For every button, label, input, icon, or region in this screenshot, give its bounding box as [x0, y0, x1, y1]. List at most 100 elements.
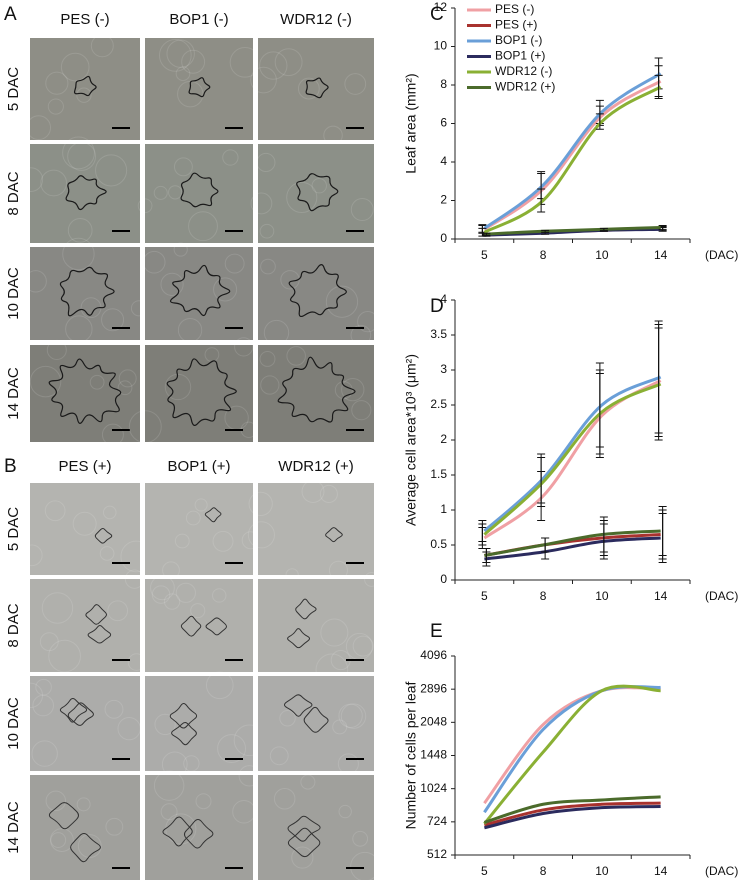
row-label: 10 DAC: [5, 697, 22, 750]
cell-outline: [288, 264, 347, 318]
cell-texture: [150, 575, 175, 601]
panel-label: E: [430, 621, 443, 642]
cell-outline: [204, 507, 222, 523]
y-tick-label: 1.5: [430, 467, 447, 481]
cell-outline: [67, 702, 94, 726]
cell-texture: [250, 66, 277, 94]
panel-label: A: [4, 4, 17, 25]
cell-texture: [29, 365, 62, 398]
series-line: [484, 225, 661, 236]
x-tick-label: 8: [540, 864, 547, 878]
cell-texture: [49, 828, 74, 852]
cell-texture: [105, 817, 124, 836]
micrograph-tile: [258, 38, 374, 140]
cell-texture: [76, 797, 91, 812]
cell-texture: [72, 511, 97, 536]
cell-texture: [273, 787, 296, 810]
micrograph-tile: [30, 775, 140, 880]
y-tick-label: 0: [440, 231, 447, 245]
micrograph-tile: [145, 247, 253, 340]
cell-texture: [77, 834, 102, 858]
cell-texture: [350, 198, 374, 222]
legend-label: BOP1 (+): [495, 49, 545, 63]
x-axis-label: (DAC): [705, 864, 738, 878]
cell-texture: [212, 530, 234, 552]
cell-outline: [325, 527, 343, 543]
cell-texture: [40, 169, 68, 197]
cell-texture: [101, 308, 125, 332]
cell-texture: [185, 510, 201, 526]
series-line: [483, 685, 661, 814]
cell-texture: [260, 258, 276, 275]
micrograph-tile: [145, 775, 253, 880]
cell-outline: [284, 694, 313, 717]
column-header: WDR12 (+): [278, 458, 353, 475]
cell-texture: [24, 270, 47, 293]
cell-texture: [162, 561, 180, 580]
row-label: 14 DAC: [5, 367, 22, 420]
series-line: [483, 684, 661, 825]
cell-texture: [107, 600, 129, 622]
series-line: [483, 382, 662, 536]
legend-label: PES (+): [495, 18, 537, 32]
cell-outline: [169, 702, 198, 729]
cell-texture: [195, 793, 212, 810]
cell-outline: [162, 816, 193, 847]
y-tick-label: 1024: [420, 781, 447, 795]
cell-texture: [128, 410, 162, 444]
y-tick-label: 4: [440, 154, 447, 168]
x-tick-label: 14: [654, 589, 668, 603]
cell-texture: [137, 198, 153, 214]
y-tick-label: 1448: [420, 748, 447, 762]
series-line: [483, 375, 662, 533]
series-line: [483, 79, 662, 231]
cell-outline: [166, 358, 237, 426]
cell-outline: [303, 706, 329, 733]
error-bar: [595, 113, 604, 130]
cell-texture: [175, 582, 196, 603]
cell-texture: [247, 521, 275, 549]
x-axis-label: (DAC): [705, 589, 738, 603]
cell-texture: [334, 381, 353, 400]
cell-outline: [180, 172, 219, 208]
cell-texture: [190, 603, 206, 619]
cell-outline: [59, 697, 88, 723]
cell-texture: [340, 703, 367, 729]
series-line: [484, 801, 661, 827]
cell-texture: [90, 34, 114, 58]
cell-texture: [217, 734, 247, 763]
cell-texture: [95, 154, 128, 187]
micrograph-tile: [30, 38, 140, 140]
cell-texture: [259, 51, 288, 80]
cell-texture: [351, 400, 372, 421]
row-label: 5 DAC: [5, 67, 22, 111]
error-bar: [658, 225, 667, 230]
micrograph-tile: [258, 676, 374, 771]
legend-label: PES (-): [495, 2, 534, 16]
micrograph-tile: [30, 676, 140, 771]
cell-outline: [287, 827, 321, 858]
cell-texture: [320, 618, 349, 647]
cell-outline: [70, 832, 101, 863]
error-bar: [599, 516, 608, 553]
cell-texture: [260, 375, 280, 395]
cell-texture: [274, 48, 303, 77]
cell-texture: [181, 49, 206, 74]
cell-texture: [183, 755, 200, 772]
cell-texture: [44, 500, 66, 522]
micrograph-tile: [258, 579, 374, 672]
y-tick-label: 0.5: [430, 537, 447, 551]
cell-texture: [142, 250, 166, 274]
row-label: 5 DAC: [5, 507, 22, 551]
cell-texture: [60, 52, 90, 82]
cell-texture: [89, 374, 105, 390]
y-tick-label: 4: [440, 292, 447, 306]
cell-texture: [160, 272, 184, 296]
cell-texture: [259, 223, 275, 239]
cell-texture: [26, 115, 52, 141]
column-header: BOP1 (+): [168, 458, 231, 475]
y-tick-label: 4096: [420, 648, 447, 662]
cell-outline: [87, 625, 112, 644]
cell-texture: [67, 141, 97, 171]
row-label: 8 DAC: [5, 603, 22, 647]
